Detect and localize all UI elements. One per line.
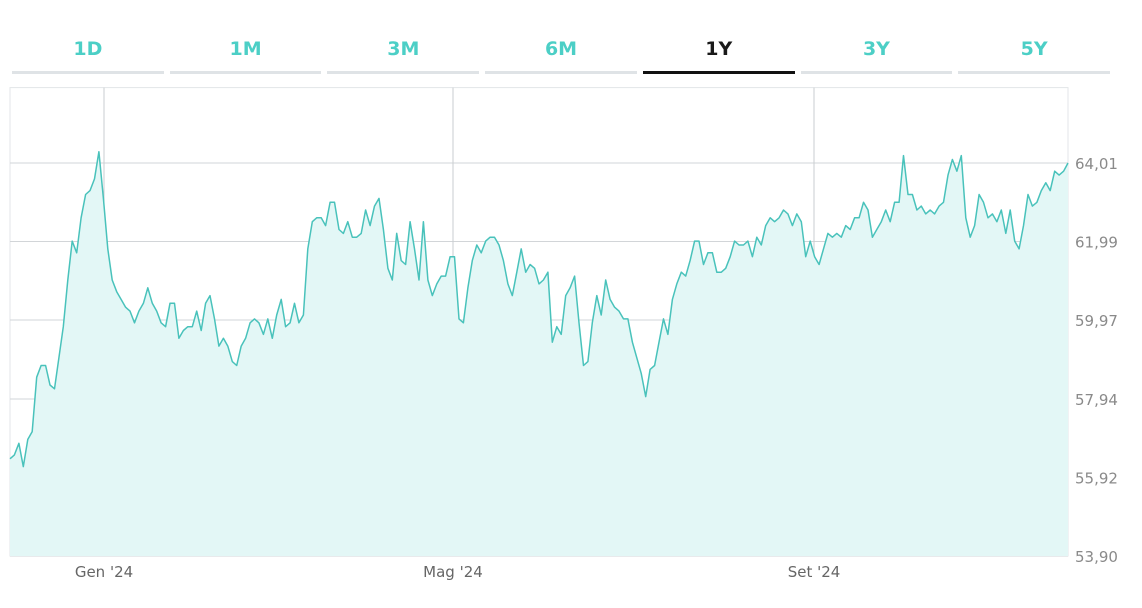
x-tick-label: Set '24	[788, 563, 841, 581]
tab-label: 3M	[387, 38, 420, 60]
range-tabs: 1D 1M 3M 6M 1Y 3Y 5Y	[12, 30, 1110, 76]
y-tick-label: 55,92	[1075, 469, 1118, 487]
tab-label: 6M	[544, 38, 578, 60]
y-tick-label: 59,97	[1075, 312, 1118, 330]
tab-1m[interactable]: 1M	[169, 30, 322, 76]
tab-label: 3Y	[862, 38, 890, 60]
x-axis-ticks: Gen '24 Mag '24 Set '24	[75, 563, 840, 581]
y-tick-label: 61,99	[1075, 234, 1118, 252]
y-tick-label: 53,90	[1075, 548, 1118, 566]
tab-6m[interactable]: 6M	[485, 30, 637, 76]
x-tick-label: Gen '24	[75, 563, 133, 581]
tab-label: 1M	[229, 38, 262, 60]
tab-1d[interactable]: 1D	[12, 30, 164, 76]
x-tick-label: Mag '24	[423, 563, 483, 581]
y-axis-ticks: 64,01 61,99 59,97 57,94 55,92 53,90	[1075, 155, 1118, 566]
price-area-fill	[10, 151, 1068, 556]
y-tick-label: 57,94	[1075, 391, 1118, 409]
tab-label: 5Y	[1020, 38, 1048, 60]
tab-label: 1Y	[705, 38, 733, 60]
tab-3y[interactable]: 3Y	[800, 30, 953, 76]
price-line[interactable]	[9, 150, 1069, 468]
y-tick-label: 64,01	[1075, 155, 1118, 173]
tab-3m[interactable]: 3M	[327, 30, 479, 76]
tab-label: 1D	[73, 38, 103, 60]
tab-5y[interactable]: 5Y	[958, 30, 1110, 76]
tab-1y[interactable]: 1Y	[642, 30, 795, 76]
